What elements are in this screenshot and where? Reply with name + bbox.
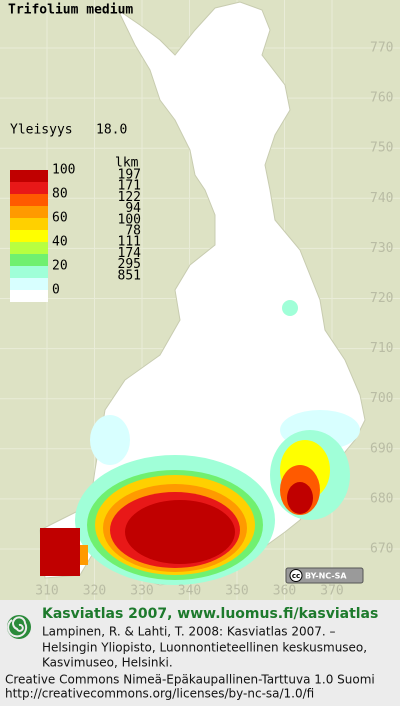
- citation-line: Lampinen, R. & Lahti, T. 2008: Kasviatla…: [42, 625, 336, 639]
- northing-label: 740: [370, 191, 393, 206]
- easting-label: 370: [320, 584, 343, 599]
- legend-swatch: [10, 170, 48, 182]
- count-header: lkm: [115, 156, 139, 171]
- license-url[interactable]: http://creativecommons.org/licenses/by-n…: [5, 687, 314, 701]
- scale-label: 80: [52, 187, 68, 202]
- license-badge: cc BY-NC-SA: [285, 567, 364, 584]
- count-label: 122: [118, 190, 141, 205]
- frequency-value: 18.0: [96, 123, 127, 138]
- easting-label: 350: [225, 584, 248, 599]
- license-text: Creative Commons Nimeä-Epäkaupallinen-Ta…: [5, 673, 375, 687]
- count-label: 197: [118, 168, 141, 183]
- northing-label: 720: [370, 291, 393, 306]
- logo: [7, 615, 31, 639]
- count-label: 171: [118, 179, 141, 194]
- legend-swatch: [10, 194, 48, 206]
- grid-labels: 770 760 750 740 730 720 710 700 690 680 670 310 320 3…: [35, 41, 393, 599]
- northing-label: 700: [370, 391, 393, 406]
- northing-label: 710: [370, 341, 393, 356]
- easting-label: 310: [35, 584, 58, 599]
- legend-swatch: [10, 242, 48, 254]
- northing-label: 770: [370, 41, 393, 56]
- easting-label: 340: [178, 584, 201, 599]
- northing-label: 750: [370, 141, 393, 156]
- count-label: 100: [118, 212, 141, 227]
- frequency-label: Yleisyys: [10, 123, 73, 138]
- legend-swatch: [10, 254, 48, 266]
- count-label: 174: [118, 246, 142, 261]
- count-label: 295: [118, 257, 141, 272]
- count-label: 111: [118, 235, 141, 250]
- scale-label: 100: [52, 163, 75, 178]
- count-label: 78: [125, 224, 141, 239]
- distribution: [40, 300, 360, 585]
- legend-swatch: [10, 218, 48, 230]
- scale-label: 0: [52, 283, 60, 298]
- site-link[interactable]: Kasviatlas 2007, www.luomus.fi/kasviatla…: [42, 606, 378, 622]
- legend-swatch: [10, 182, 48, 194]
- badge-text: BY-NC-SA: [305, 572, 347, 581]
- legend-swatch: [10, 278, 48, 290]
- northing-label: 670: [370, 542, 393, 557]
- easting-label: 320: [83, 584, 106, 599]
- cc-icon: cc: [292, 572, 300, 580]
- easting-label: 360: [273, 584, 296, 599]
- map-title: Trifolium medium: [8, 3, 133, 18]
- northing-label: 690: [370, 441, 393, 456]
- citation-line: Kasvimuseo, Helsinki.: [42, 656, 173, 670]
- citation-line: Helsingin Yliopisto, Luonnontieteellinen…: [42, 641, 367, 655]
- northing-label: 760: [370, 91, 393, 106]
- northing-label: 730: [370, 241, 393, 256]
- legend-swatch: [10, 290, 48, 302]
- easting-label: 330: [130, 584, 153, 599]
- scale-label: 40: [52, 235, 68, 250]
- legend-swatch: [10, 206, 48, 218]
- scale-label: 20: [52, 259, 68, 274]
- northing-label: 680: [370, 491, 393, 506]
- count-label: 851: [118, 268, 141, 283]
- count-label: 94: [125, 201, 141, 216]
- legend-swatch: [10, 266, 48, 278]
- scale-label: 60: [52, 211, 68, 226]
- legend-swatch: [10, 230, 48, 242]
